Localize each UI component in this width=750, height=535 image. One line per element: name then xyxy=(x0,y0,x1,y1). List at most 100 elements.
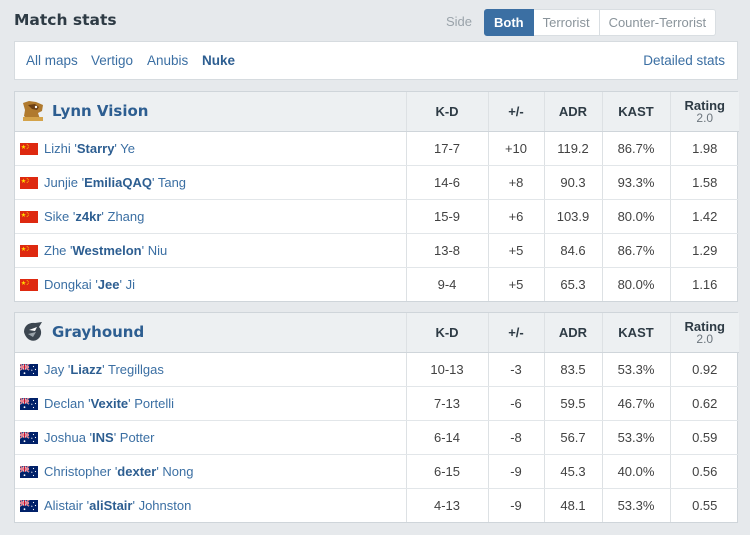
rating-version: 2.0 xyxy=(696,332,714,347)
player-nickname: Vexite xyxy=(90,396,129,412)
player-nickname: Liazz xyxy=(70,362,103,378)
grayhound-logo-icon xyxy=(20,320,46,344)
player-first-name: Dongkai xyxy=(44,277,92,293)
cn-flag-icon xyxy=(20,244,38,257)
player-name-link[interactable]: Declan 'Vexite' Portelli xyxy=(44,396,174,412)
adr-cell: 84.6 xyxy=(544,233,603,268)
player-name-link[interactable]: Lizhi 'Starry' Ye xyxy=(44,141,135,157)
team-header: Grayhound xyxy=(15,313,407,353)
player-name-link[interactable]: Christopher 'dexter' Nong xyxy=(44,464,194,480)
kast-cell: 86.7% xyxy=(602,233,671,268)
player-nickname: dexter xyxy=(117,464,157,480)
player-name-link[interactable]: Junjie 'EmiliaQAQ' Tang xyxy=(44,175,187,191)
player-last-name: Tregillgas xyxy=(107,362,164,378)
page-title: Match stats xyxy=(14,11,117,29)
player-last-name: Johnston xyxy=(138,498,192,514)
col-adr: ADR xyxy=(544,92,603,132)
map-all-maps[interactable]: All maps xyxy=(26,53,78,68)
adr-cell: 103.9 xyxy=(544,199,603,234)
kd-cell: 13-8 xyxy=(406,233,489,268)
player-cell: Lizhi 'Starry' Ye xyxy=(15,131,407,166)
cn-flag-icon xyxy=(20,176,38,189)
team-name[interactable]: Lynn Vision xyxy=(52,102,149,121)
col-adr: ADR xyxy=(544,313,603,353)
player-last-name: Ye xyxy=(120,141,135,157)
player-cell: Declan 'Vexite' Portelli xyxy=(15,386,407,421)
kd-cell: 6-15 xyxy=(406,454,489,489)
player-last-name: Portelli xyxy=(134,396,174,412)
col-kd: K-D xyxy=(406,313,489,353)
player-row: Jay 'Liazz' Tregillgas 10-13 -3 83.5 53.3% 0.… xyxy=(15,352,739,387)
side-both-button[interactable]: Both xyxy=(484,9,534,36)
kast-cell: 53.3% xyxy=(602,488,671,522)
player-name-link[interactable]: Jay 'Liazz' Tregillgas xyxy=(44,362,164,378)
player-nickname: EmiliaQAQ xyxy=(84,175,152,191)
side-toggle: Both Terrorist Counter-Terrorist xyxy=(484,9,717,36)
player-first-name: Alistair xyxy=(44,498,84,514)
side-ct-button[interactable]: Counter-Terrorist xyxy=(599,9,717,36)
rating-cell: 0.62 xyxy=(670,386,739,421)
kd-cell: 17-7 xyxy=(406,131,489,166)
col-kast: KAST xyxy=(602,92,671,132)
plus-minus-cell: -6 xyxy=(488,386,545,421)
kd-cell: 10-13 xyxy=(406,352,489,387)
player-row: Christopher 'dexter' Nong 6-15 -9 45.3 40.0%… xyxy=(15,454,739,489)
cn-flag-icon xyxy=(20,210,38,223)
player-name-link[interactable]: Joshua 'INS' Potter xyxy=(44,430,155,446)
map-nuke[interactable]: Nuke xyxy=(202,53,236,68)
player-last-name: Niu xyxy=(147,243,168,259)
col-kd: K-D xyxy=(406,92,489,132)
player-row: Sike 'z4kr' Zhang 15-9 +6 103.9 80.0% 1.42 xyxy=(15,199,739,234)
col-plus-minus: +/- xyxy=(488,313,545,353)
kast-cell: 93.3% xyxy=(602,165,671,200)
player-first-name: Christopher xyxy=(44,464,112,480)
map-selector: All maps Vertigo Anubis Nuke Detailed st… xyxy=(14,41,738,80)
player-last-name: Zhang xyxy=(107,209,145,225)
player-name-link[interactable]: Dongkai 'Jee' Ji xyxy=(44,277,135,293)
adr-cell: 83.5 xyxy=(544,352,603,387)
team-name[interactable]: Grayhound xyxy=(52,323,145,342)
player-nickname: Starry xyxy=(76,141,115,157)
col-plus-minus: +/- xyxy=(488,92,545,132)
kd-cell: 9-4 xyxy=(406,267,489,301)
player-row: Dongkai 'Jee' Ji 9-4 +5 65.3 80.0% 1.16 xyxy=(15,267,739,301)
player-cell: Joshua 'INS' Potter xyxy=(15,420,407,455)
player-name-link[interactable]: Zhe 'Westmelon' Niu xyxy=(44,243,168,259)
player-first-name: Zhe xyxy=(44,243,67,259)
player-row: Joshua 'INS' Potter 6-14 -8 56.7 53.3% 0.59 xyxy=(15,420,739,455)
detailed-stats-link[interactable]: Detailed stats xyxy=(643,53,725,68)
cn-flag-icon xyxy=(20,278,38,291)
player-row: Lizhi 'Starry' Ye 17-7 +10 119.2 86.7% 1.98 xyxy=(15,131,739,166)
player-row: Declan 'Vexite' Portelli 7-13 -6 59.5 46.7% 0… xyxy=(15,386,739,421)
kd-cell: 7-13 xyxy=(406,386,489,421)
rating-cell: 0.59 xyxy=(670,420,739,455)
player-cell: Christopher 'dexter' Nong xyxy=(15,454,407,489)
player-name-link[interactable]: Alistair 'aliStair' Johnston xyxy=(44,498,192,514)
player-name-link[interactable]: Sike 'z4kr' Zhang xyxy=(44,209,145,225)
plus-minus-cell: +10 xyxy=(488,131,545,166)
plus-minus-cell: -8 xyxy=(488,420,545,455)
player-nickname: Westmelon xyxy=(72,243,142,259)
player-last-name: Ji xyxy=(125,277,135,293)
au-flag-icon xyxy=(19,396,38,410)
side-terrorist-button[interactable]: Terrorist xyxy=(533,9,600,36)
player-first-name: Lizhi xyxy=(44,141,71,157)
kast-cell: 40.0% xyxy=(602,454,671,489)
player-cell: Sike 'z4kr' Zhang xyxy=(15,199,407,234)
player-cell: Zhe 'Westmelon' Niu xyxy=(15,233,407,268)
plus-minus-cell: -9 xyxy=(488,454,545,489)
map-vertigo[interactable]: Vertigo xyxy=(91,53,134,68)
player-first-name: Joshua xyxy=(44,430,86,446)
player-nickname: aliStair xyxy=(89,498,133,514)
col-rating: Rating 2.0 xyxy=(670,313,739,353)
plus-minus-cell: +5 xyxy=(488,233,545,268)
player-row: Alistair 'aliStair' Johnston 4-13 -9 48.1 53… xyxy=(15,488,739,522)
map-anubis[interactable]: Anubis xyxy=(147,53,189,68)
player-nickname: z4kr xyxy=(75,209,102,225)
au-flag-icon xyxy=(19,464,38,478)
plus-minus-cell: -9 xyxy=(488,488,545,522)
rating-label: Rating xyxy=(684,319,725,335)
kast-cell: 80.0% xyxy=(602,267,671,301)
player-row: Junjie 'EmiliaQAQ' Tang 14-6 +8 90.3 93.3% 1.… xyxy=(15,165,739,200)
match-stats-header: Match stats Side Both Terrorist Counter-… xyxy=(0,0,750,40)
